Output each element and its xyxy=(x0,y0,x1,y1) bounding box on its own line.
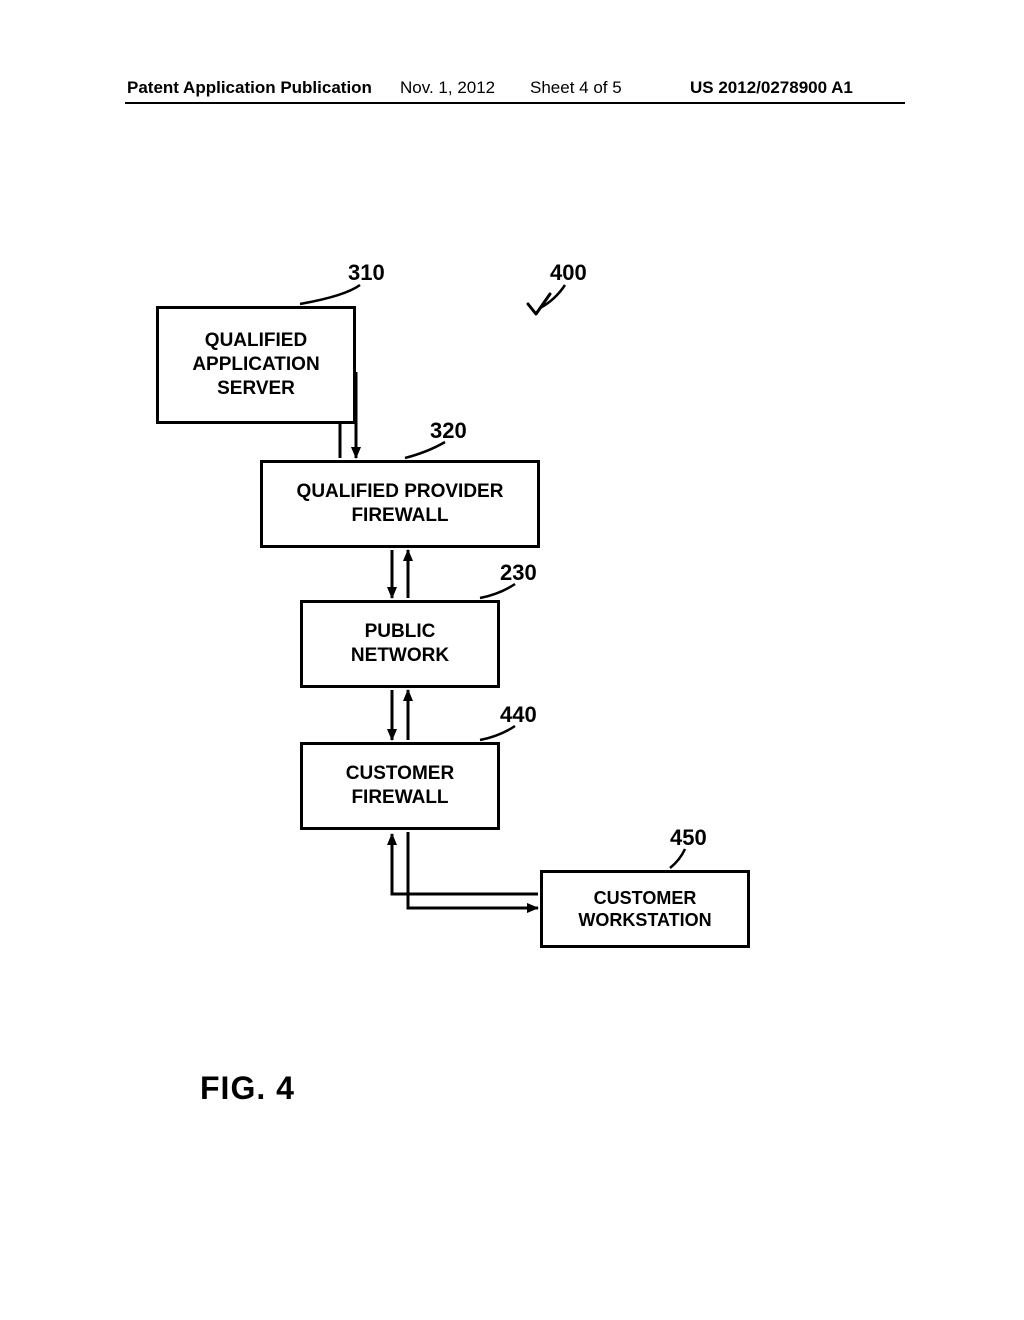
node-text: CUSTOMER xyxy=(594,887,697,910)
node-qualified-application-server: QUALIFIED APPLICATION SERVER xyxy=(156,306,356,424)
refnum-230: 230 xyxy=(500,560,537,586)
node-text: QUALIFIED PROVIDER xyxy=(297,480,504,504)
figure-caption: FIG. 4 xyxy=(200,1070,295,1107)
refnum-310: 310 xyxy=(348,260,385,286)
node-customer-firewall: CUSTOMER FIREWALL xyxy=(300,742,500,830)
figure-caption-dot: . xyxy=(256,1070,276,1106)
refnum-440: 440 xyxy=(500,702,537,728)
node-text: FIREWALL xyxy=(351,504,448,528)
refnum-400: 400 xyxy=(550,260,587,286)
node-text: CUSTOMER xyxy=(346,762,454,786)
node-customer-workstation: CUSTOMER WORKSTATION xyxy=(540,870,750,948)
node-text: SERVER xyxy=(217,377,295,401)
node-text: NETWORK xyxy=(351,644,449,668)
figure-caption-number: 4 xyxy=(276,1070,295,1106)
node-text: QUALIFIED xyxy=(205,329,307,353)
node-public-network: PUBLIC NETWORK xyxy=(300,600,500,688)
connectors-svg xyxy=(0,0,1024,1320)
node-qualified-provider-firewall: QUALIFIED PROVIDER FIREWALL xyxy=(260,460,540,548)
node-text: PUBLIC xyxy=(365,620,436,644)
page: Patent Application Publication Nov. 1, 2… xyxy=(0,0,1024,1320)
node-text: WORKSTATION xyxy=(578,909,711,932)
refnum-320: 320 xyxy=(430,418,467,444)
node-text: APPLICATION xyxy=(192,353,319,377)
node-text: FIREWALL xyxy=(351,786,448,810)
figure-caption-prefix: FIG xyxy=(200,1070,256,1106)
refnum-450: 450 xyxy=(670,825,707,851)
diagram-area: QUALIFIED APPLICATION SERVER QUALIFIED P… xyxy=(0,0,1024,1320)
